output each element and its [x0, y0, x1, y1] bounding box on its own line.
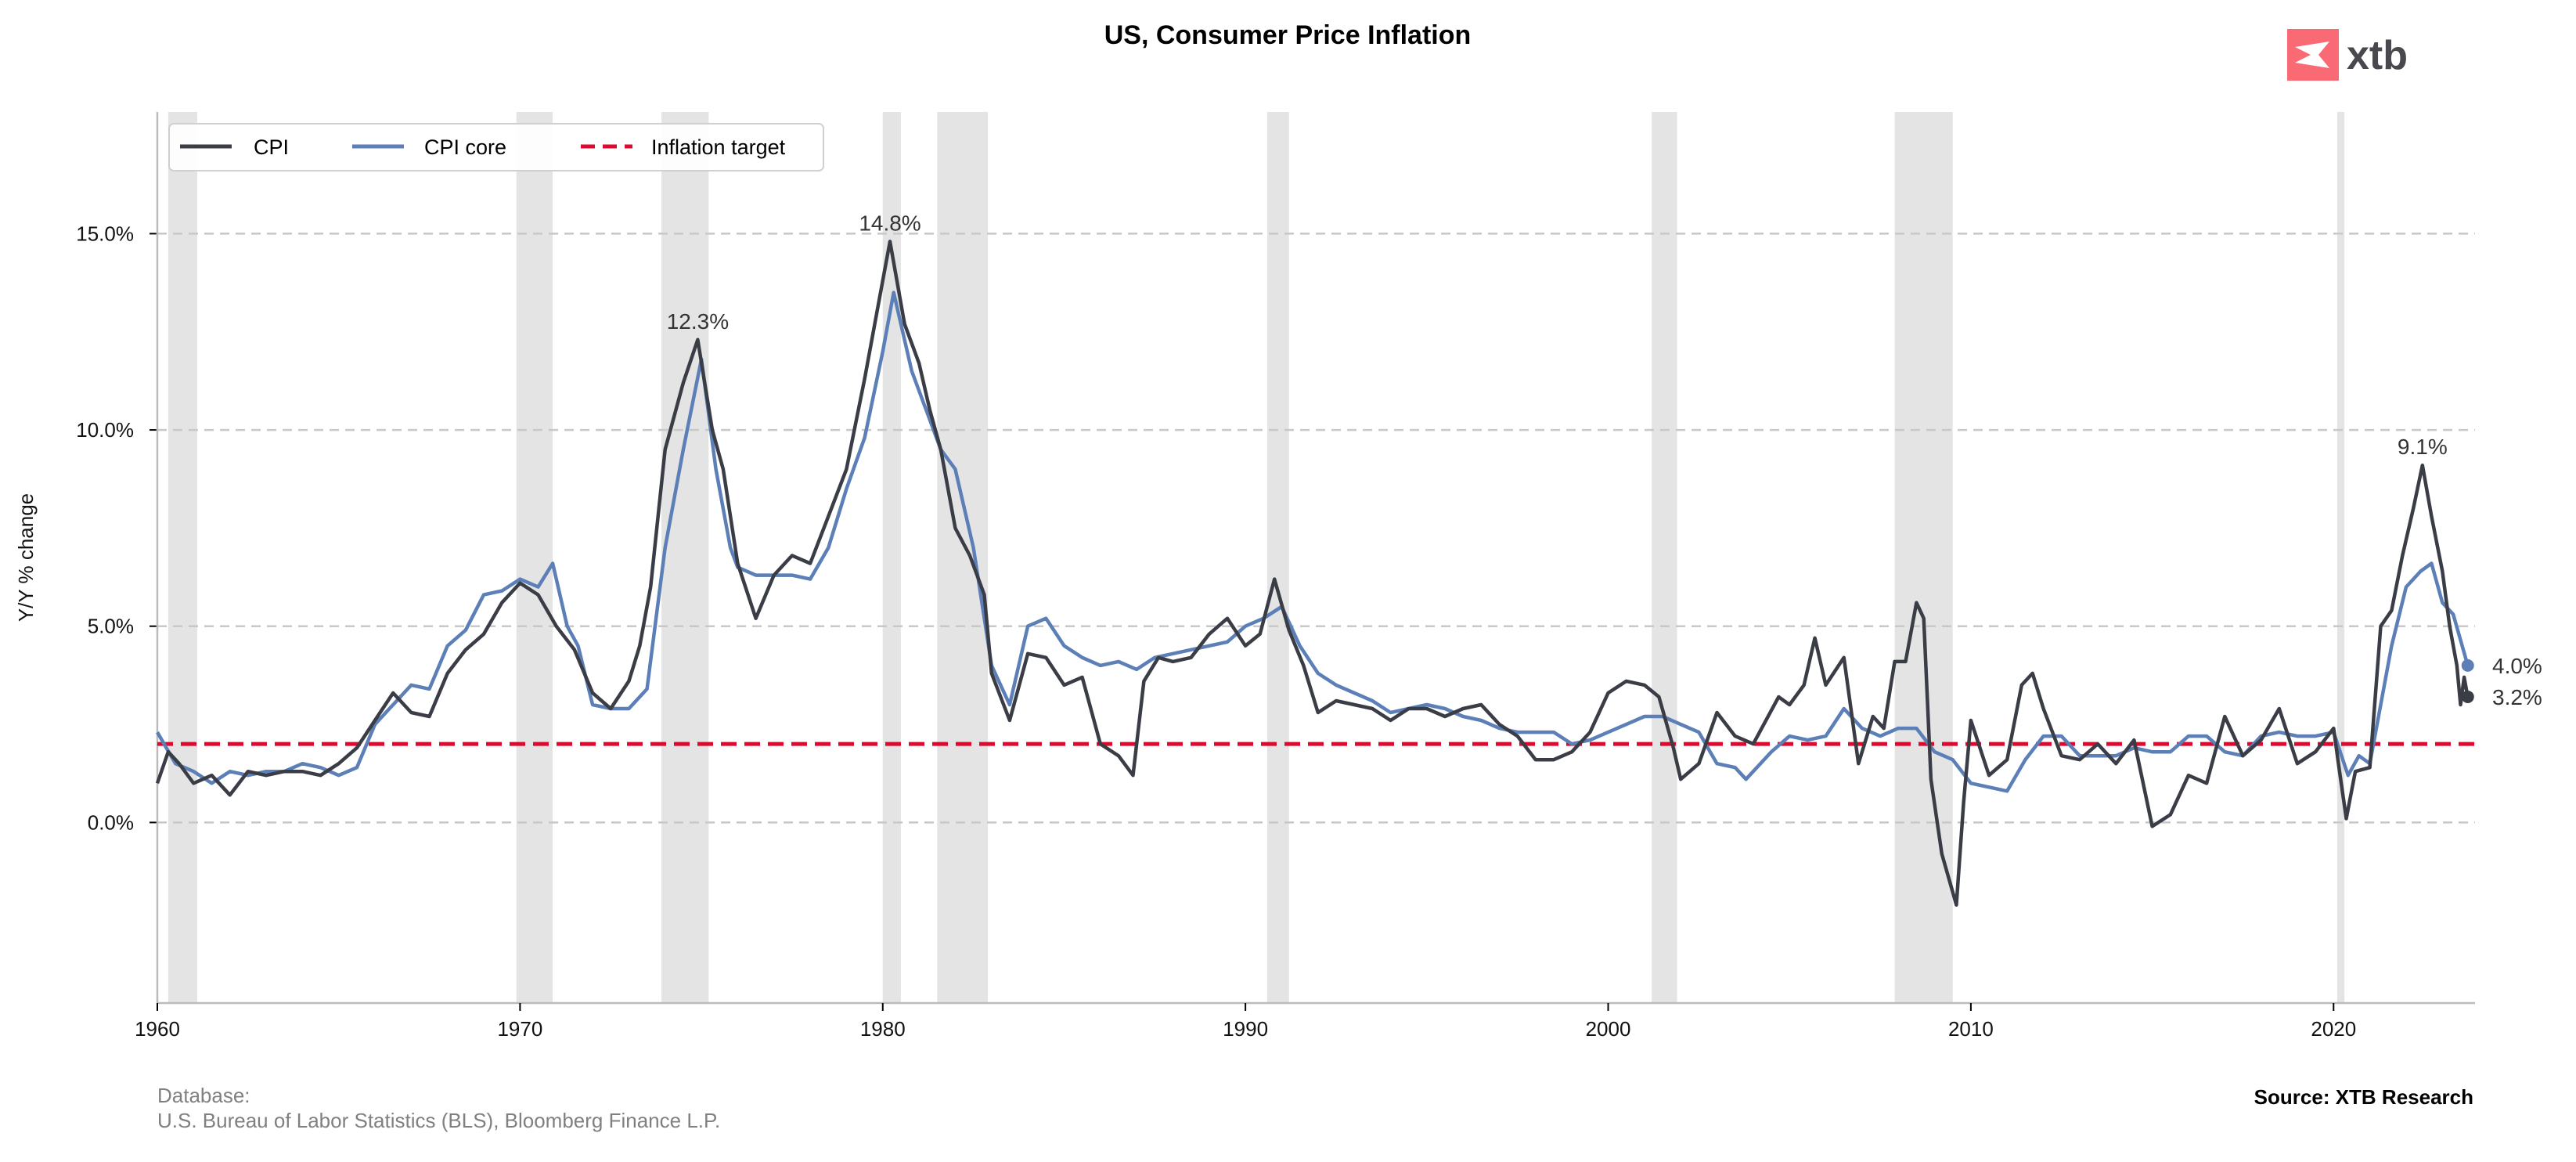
y-tick-label: 10.0% [76, 418, 134, 442]
legend: CPI CPI core Inflation target [168, 123, 824, 171]
database-label: Database: [157, 1084, 250, 1107]
grid [157, 233, 2475, 824]
x-tick-label: 2020 [2311, 1017, 2356, 1041]
recession-shading [168, 112, 2345, 1003]
chart-title: US, Consumer Price Inflation [1104, 20, 1472, 50]
y-tick-label: 5.0% [88, 615, 134, 638]
axes: 0.0% 5.0% 10.0% 15.0% 1960 1970 1980 1990 2000 20… [76, 112, 2475, 1041]
logo-x-icon [2295, 42, 2329, 68]
x-tick-label: 1970 [497, 1017, 542, 1041]
cpi-core-end-marker [2461, 659, 2474, 672]
recession-band [1894, 112, 1953, 1003]
y-tick-label: 0.0% [88, 810, 134, 834]
x-tick-label: 1980 [860, 1017, 906, 1041]
end-value-label: 3.2% [2492, 685, 2542, 709]
xtb-logo: xtb [2287, 29, 2408, 81]
legend-label-cpi-core: CPI core [424, 135, 506, 159]
recession-band [168, 112, 197, 1003]
series-lines [155, 240, 2475, 907]
legend-label-cpi: CPI [254, 135, 289, 159]
y-tick-label: 15.0% [76, 222, 134, 245]
logo-text: xtb [2347, 33, 2408, 78]
recession-band [516, 112, 553, 1003]
peak-annotation: 14.8% [859, 211, 921, 235]
recession-band [2336, 112, 2345, 1003]
end-value-label: 4.0% [2492, 654, 2542, 678]
x-tick-label: 1990 [1223, 1017, 1268, 1041]
x-tick-label: 2010 [1948, 1017, 1994, 1041]
source-label: Source: XTB Research [2254, 1085, 2473, 1109]
peak-annotation: 12.3% [667, 309, 729, 334]
recession-band [1652, 112, 1677, 1003]
y-axis-label: Y/Y % change [14, 493, 38, 622]
cpi-line [155, 240, 2470, 907]
peak-annotation: 9.1% [2398, 435, 2448, 459]
recession-band [661, 112, 709, 1003]
x-tick-label: 2000 [1586, 1017, 1631, 1041]
cpi-core-line [156, 290, 2470, 793]
database-sources: U.S. Bureau of Labor Statistics (BLS), B… [157, 1109, 720, 1132]
legend-label-inflation-target: Inflation target [651, 135, 786, 159]
recession-band [1266, 112, 1289, 1003]
x-tick-label: 1960 [135, 1017, 180, 1041]
annotations: 12.3% 14.8% 9.1% 4.0% 3.2% [667, 211, 2542, 709]
cpi-end-marker [2461, 690, 2474, 703]
recession-band [937, 112, 989, 1003]
